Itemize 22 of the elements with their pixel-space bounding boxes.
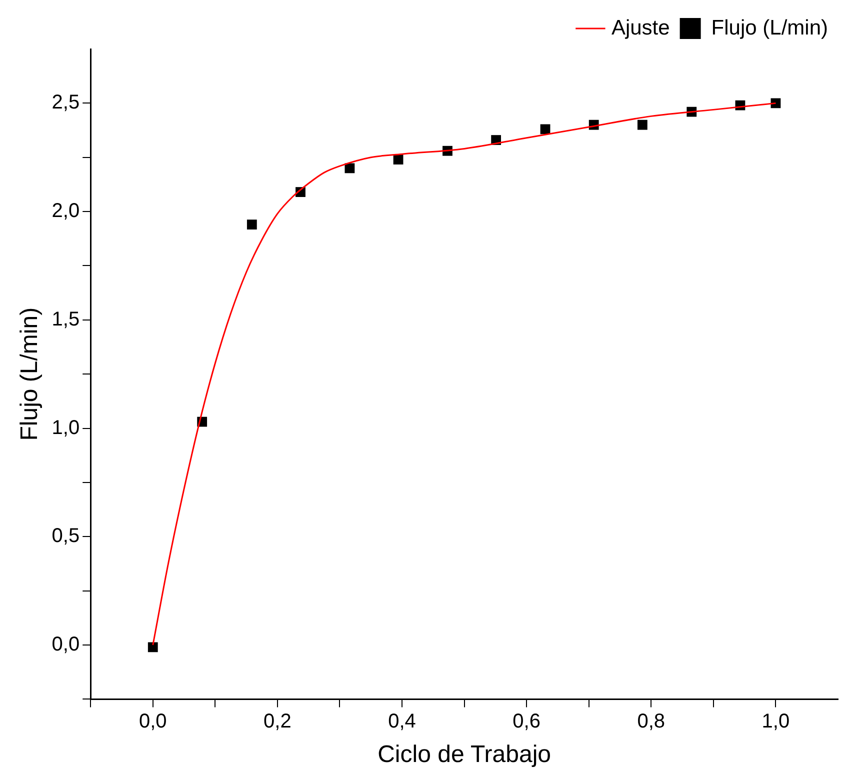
x-axis-title: Ciclo de Trabajo <box>378 741 552 768</box>
legend-label: Flujo (L/min) <box>711 16 828 40</box>
x-tick-label: 1,0 <box>762 710 790 733</box>
point <box>148 642 158 652</box>
x-tick-label: 0,8 <box>637 710 666 733</box>
x-tick-label: 0,6 <box>512 710 540 733</box>
legend-label: Ajuste <box>611 16 670 40</box>
x-tick-label: 0,4 <box>388 710 416 733</box>
point <box>540 124 550 134</box>
point <box>637 120 648 130</box>
x-tick-label: 0,2 <box>264 710 292 733</box>
point <box>393 154 404 164</box>
point <box>770 98 781 108</box>
y-tick-label: 1,0 <box>52 416 80 439</box>
y-axis-title: Flujo (L/min) <box>16 307 44 441</box>
y-tick-label: 1,5 <box>52 308 80 330</box>
x-tick-label: 0,0 <box>138 710 167 733</box>
y-tick-label: 2,0 <box>52 200 80 222</box>
y-tick-label: 0,5 <box>52 525 80 548</box>
y-tick-label: 2,5 <box>52 92 80 114</box>
y-tick-label: 0,0 <box>52 634 80 656</box>
point <box>246 220 257 230</box>
